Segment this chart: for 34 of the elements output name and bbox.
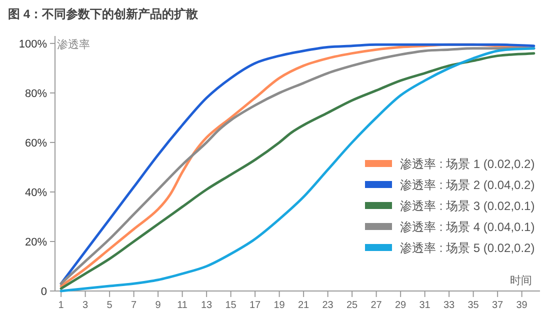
title: 图 4：不同参数下的创新产品的扩散 [8,7,198,21]
legend-label: 渗透率 : 场景 2 (0.04,0.2) [400,178,535,192]
y-tick-label: 20% [24,236,48,248]
x-tick-label: 13 [201,300,213,311]
legend-label: 渗透率 : 场景 3 (0.02,0.1) [400,199,535,213]
x-tick-label: 1 [58,300,64,311]
x-tick-label: 21 [298,300,310,311]
x-tick-label: 15 [225,300,237,311]
legend-label: 渗透率 : 场景 4 (0.04,0.1) [400,220,535,234]
x-tick-label: 35 [468,300,480,311]
y-tick-label: 40% [24,186,48,199]
y-tick-label: 100% [18,38,48,50]
x-tick-label: 33 [444,300,456,311]
x-tick-label: 3 [82,300,89,311]
y-tick-label: 0 [40,286,47,298]
x-tick-label: 7 [131,300,138,311]
x-tick-label: 25 [346,300,358,311]
x-tick-label: 27 [370,300,382,311]
x-tick-label: 23 [322,300,334,311]
x-tick-label: 19 [274,300,286,311]
legend-label: 渗透率 : 场景 1 (0.02,0.2) [400,157,535,171]
x-tick-label: 17 [250,300,262,311]
y-axis-title: 渗透率 [57,38,90,51]
x-tick-label: 5 [106,300,113,311]
x-tick-label: 31 [419,300,431,311]
x-tick-label: 29 [395,300,407,311]
x-tick-label: 9 [155,300,162,311]
x-tick-label: 11 [177,300,188,311]
x-tick-label: 37 [492,300,504,311]
x-tick-label: 39 [516,300,528,311]
legend-label: 渗透率 : 场景 5 (0.02,0.2) [400,241,535,255]
y-tick-label: 60% [24,137,48,150]
y-tick-label: 80% [24,88,48,100]
x-axis-title: 时间 [510,274,532,287]
